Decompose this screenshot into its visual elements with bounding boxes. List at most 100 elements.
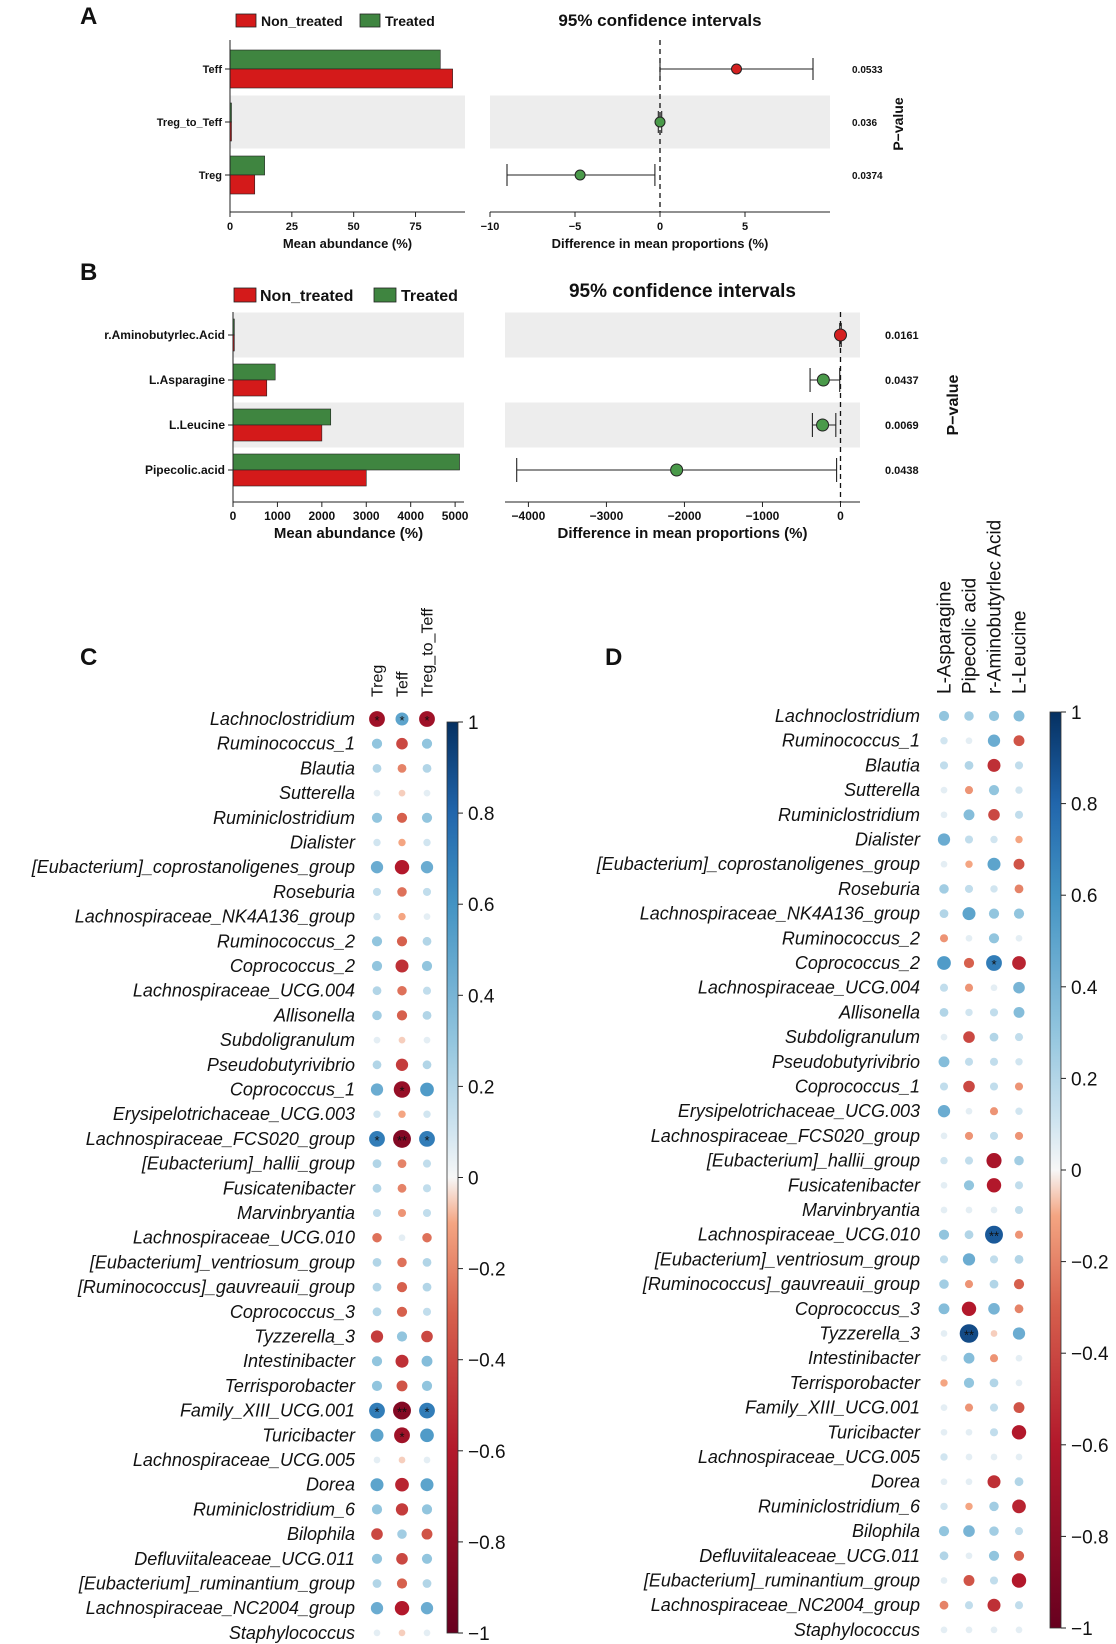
D-cell-tyzzerella-3-l-leucine	[1012, 1327, 1026, 1340]
C-cell-lachnospiraceae-ucg-004-treg	[372, 986, 382, 996]
B_ci-pvalue: 0.0437	[885, 375, 919, 387]
D-colorbar-tick-label: −0.4	[1071, 1344, 1109, 1365]
C-cell-lachnospiraceae-ucg-004-treg-to-teff	[422, 986, 432, 995]
A_ci-pvalue: 0.0374	[852, 171, 883, 182]
C-cell-lachnoclostridium-treg-to-teff	[419, 711, 435, 727]
C-cell-eubacterium-ruminantium-group-treg-to-teff	[422, 1579, 432, 1588]
C-colorbar-tick-label: −0.4	[468, 1351, 506, 1372]
D-cell-intestinibacter-l-asparagine	[940, 1354, 948, 1362]
D-colorbar	[1049, 711, 1062, 1629]
D-cell-family-xiii-ucg-001-pipecolic-acid	[964, 1403, 974, 1412]
C-cell-pseudobutyrivibrio-treg-to-teff	[422, 1060, 432, 1070]
B_bar-bar-non-treated-l-asparagine	[232, 379, 268, 397]
C-row-label: Lachnospiraceae_UCG.005	[133, 1450, 356, 1470]
D-cell-ruminiclostridium-6-r-aminobutyrlec-acid	[989, 1501, 999, 1512]
D-cell-coprococcus-1-r-aminobutyrlec-acid	[989, 1082, 999, 1091]
chart-a-confidence: 0.0533 0.036 0.0374 −10 −5 0 5 Difference in me…	[481, 11, 906, 251]
C-significance: *	[424, 1405, 429, 1420]
D-cell-lachnospiraceae-ucg-005-l-leucine	[1015, 1453, 1023, 1461]
D-cell-ruminiclostridium-6-pipecolic-acid	[965, 1502, 973, 1511]
C-row-label: Dialister	[290, 833, 356, 853]
D-cell-ruminococcus-gauvreauii-group-pipecolic-acid	[964, 1280, 974, 1289]
D-cell-lachnospiraceae-ucg-004-pipecolic-acid	[964, 983, 974, 992]
C-cell-eubacterium-hallii-group-teff	[397, 1159, 407, 1168]
C-cell-ruminiclostridium-treg	[371, 812, 383, 823]
D-cell-subdoligranulum-l-asparagine	[940, 1033, 948, 1041]
D-row-label: Lachnospiraceae_UCG.004	[698, 978, 920, 998]
A_bar-bar-treated-treg	[229, 155, 265, 176]
C-cell-staphylococcus-treg-to-teff	[423, 1629, 431, 1637]
C-cell-sutterella-treg-to-teff	[423, 789, 431, 797]
D-cell-ruminococcus-2-l-leucine	[1015, 934, 1023, 942]
D-cell-blautia-r-aminobutyrlec-acid	[987, 758, 1001, 772]
C-row-label: Coprococcus_1	[230, 1080, 355, 1100]
D-row-label: Intestinibacter	[808, 1348, 921, 1368]
D-cell-terrisporobacter-l-asparagine	[940, 1379, 948, 1387]
legend-a-treated-label: Treated	[385, 13, 435, 29]
D-colorbar-tick-label: 0.6	[1071, 886, 1097, 907]
C-cell-sutterella-teff	[398, 789, 406, 797]
C-cell-eubacterium-hallii-group-treg	[372, 1159, 382, 1168]
D-row-label: Blautia	[865, 755, 920, 775]
C-cell-intestinibacter-treg	[371, 1356, 383, 1367]
C-cell-ruminococcus-gauvreauii-group-teff	[396, 1282, 408, 1293]
D-cell-lachnospiraceae-ucg-010-r-aminobutyrlec-acid	[985, 1225, 1003, 1244]
B_ci-point-l-leucine	[816, 418, 830, 432]
legend-b: Non_treated Treated	[233, 287, 458, 305]
C-cell-ruminococcus-1-treg-to-teff	[421, 738, 433, 749]
C-cell-subdoligranulum-teff	[398, 1036, 406, 1044]
C-cell-ruminiclostridium-6-treg	[371, 1504, 383, 1515]
B_bar-xtick-label: 1000	[264, 509, 291, 523]
C-row-label: Coprococcus_3	[230, 1302, 355, 1322]
C-cell-roseburia-treg-to-teff	[422, 887, 432, 896]
D-cell-eubacterium-coprostanoligenes-group-r-aminobutyrlec-acid	[987, 857, 1001, 871]
C-cell-coprococcus-3-treg	[372, 1307, 382, 1317]
C-colorbar-tick-label: −0.2	[468, 1260, 506, 1281]
D-cell-sutterella-pipecolic-acid	[964, 786, 974, 795]
D-cell-eubacterium-coprostanoligenes-group-l-leucine	[1013, 858, 1025, 870]
D-cell-sutterella-r-aminobutyrlec-acid	[988, 785, 1000, 796]
D-cell-lachnospiraceae-ucg-004-l-leucine	[1013, 981, 1025, 994]
D-cell-lachnospiraceae-nk4a136-group-l-leucine	[1013, 908, 1025, 919]
C-cell-ruminococcus-2-treg	[371, 936, 383, 947]
B_bar-bar-treated-l-asparagine	[232, 363, 276, 381]
D-cell-terrisporobacter-pipecolic-acid	[963, 1377, 975, 1388]
A_bar-x-axis-title: Mean abundance (%)	[283, 236, 412, 251]
A_bar-row-shade	[230, 95, 465, 149]
C-cell-lachnospiraceae-fcs020-group-treg	[369, 1131, 385, 1147]
C-column-label: Teff	[395, 671, 412, 697]
D-cell-terrisporobacter-l-leucine	[1015, 1379, 1023, 1387]
D-cell-dorea-l-asparagine	[940, 1478, 948, 1486]
C-significance: *	[399, 713, 404, 728]
C-colorbar-tick-label: 0.6	[468, 895, 494, 916]
B_bar-xtick-label: 0	[230, 509, 237, 523]
C-row-label: Family_XIII_UCG.001	[180, 1401, 355, 1421]
D-cell-eubacterium-ruminantium-group-l-leucine	[1011, 1573, 1027, 1588]
C-cell-lachnospiraceae-ucg-005-treg	[373, 1456, 381, 1464]
C-colorbar-tick-label: 0.2	[468, 1077, 494, 1098]
B_ci-xtick-label: −4000	[512, 509, 546, 523]
D-row-label: Dialister	[855, 830, 921, 850]
C-colorbar-tick-label: 0.4	[468, 986, 495, 1007]
D-cell-dialister-l-asparagine	[937, 833, 951, 846]
D-row-label: Tyzzerella_3	[819, 1324, 920, 1344]
C-row-label: Lachnospiraceae_FCS020_group	[86, 1129, 355, 1149]
D-cell-lachnospiraceae-fcs020-group-l-leucine	[1014, 1131, 1024, 1140]
C-row-label: Ruminococcus_1	[217, 734, 355, 754]
panel-label-c: C	[80, 644, 97, 671]
C-cell-blautia-teff	[397, 764, 407, 773]
A_ci-title: 95% confidence intervals	[558, 11, 761, 30]
C-cell-marvinbryantia-treg-to-teff	[422, 1208, 432, 1218]
D-cell-intestinibacter-r-aminobutyrlec-acid	[989, 1354, 999, 1363]
D-significance: **	[989, 1229, 999, 1244]
C-cell-turicibacter-teff	[394, 1427, 410, 1444]
C-row-label: [Eubacterium]_ruminantium_group	[78, 1574, 355, 1594]
D-cell-marvinbryantia-r-aminobutyrlec-acid	[990, 1206, 998, 1214]
D-cell-erysipelotrichaceae-ucg-003-l-asparagine	[937, 1105, 951, 1118]
C-row-label: Marvinbryantia	[237, 1203, 355, 1223]
D-cell-pseudobutyrivibrio-l-leucine	[1015, 1058, 1023, 1066]
C-colorbar-tick-label: −0.6	[468, 1442, 506, 1463]
D-row-label: [Eubacterium]_ruminantium_group	[643, 1571, 920, 1591]
D-cell-lachnospiraceae-ucg-005-pipecolic-acid	[965, 1453, 973, 1461]
D-row-label: Marvinbryantia	[802, 1200, 920, 1220]
